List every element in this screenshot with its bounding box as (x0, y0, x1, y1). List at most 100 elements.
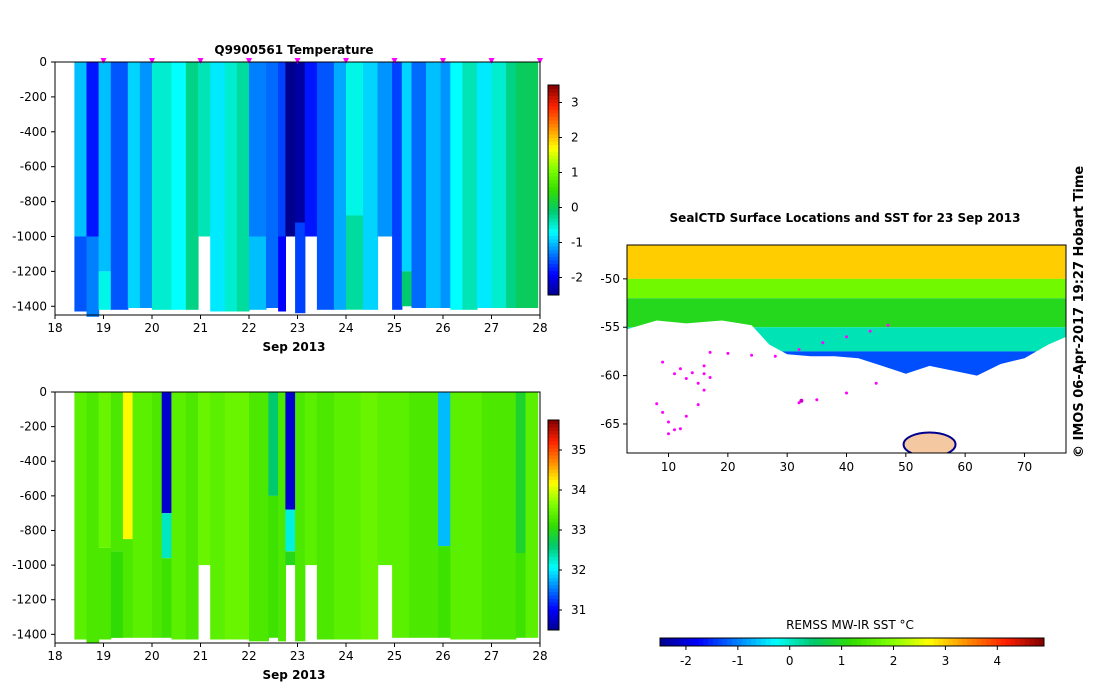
salinity-colorbar-step-5 (548, 609, 559, 613)
salinity-colorbar-step-59 (548, 420, 559, 424)
temperature-xtick-label-6: 24 (338, 321, 353, 335)
temperature-colorbar-step-14 (548, 242, 559, 247)
salinity-ytick-label-5: -1000 (12, 558, 47, 572)
salinity-colorbar-tick-label-0: 35 (571, 443, 586, 457)
map-colorbar-tick-label-3: 1 (838, 654, 846, 668)
salinity-colorbar-step-56 (548, 430, 559, 435)
temperature-xtick-label-3: 21 (193, 321, 208, 335)
map-colorbar-step-44 (871, 638, 877, 646)
salinity-colorbar-step-42 (548, 479, 559, 484)
temperature-colorbar-step-17 (548, 232, 559, 236)
seal-track-point-6 (684, 414, 688, 418)
map-colorbar-tick-label-1: -1 (732, 654, 744, 668)
map-colorbar-step-31 (808, 638, 815, 646)
map-xtick-label-2: 30 (780, 460, 795, 474)
salinity-colorbar-step-29 (548, 525, 559, 529)
temperature-colorbar-step-39 (548, 155, 559, 159)
temperature-profile-11-seg-0 (224, 62, 238, 312)
salinity-profile-12-seg-0 (224, 392, 250, 640)
temperature-colorbar-step-34 (548, 172, 559, 177)
temperature-colorbar-step-11 (548, 253, 559, 257)
map-xtick-label-5: 60 (958, 460, 973, 474)
seal-track-point-18 (708, 350, 712, 354)
map-colorbar-step-46 (880, 638, 887, 646)
map-colorbar-step-10 (708, 638, 714, 646)
salinity-colorbar-step-34 (548, 507, 559, 512)
map-colorbar-step-28 (794, 638, 800, 646)
salinity-colorbar-step-19 (548, 560, 559, 564)
salinity-profile-17-seg-0 (295, 392, 306, 642)
salinity-axes: 18 19 20 21 22 23 24 25 26 27 28 0 -200 -400 -600 -800 -… (12, 385, 548, 663)
map-colorbar-step-0 (660, 638, 666, 646)
map-colorbar-label: REMSS MW-IR SST °C (786, 618, 914, 632)
salinity-profile-4-seg-0 (122, 392, 134, 540)
temperature-colorbar-step-6 (548, 270, 559, 275)
map-colorbar-step-34 (823, 638, 829, 646)
temperature-xtick-label-10: 28 (532, 321, 547, 335)
map-colorbar-step-73 (1010, 638, 1016, 646)
temperature-colorbar-step-51 (548, 113, 559, 117)
map-xtick-label-0: 10 (661, 460, 676, 474)
temperature-profile-31-seg-0 (476, 62, 493, 308)
salinity-colorbar-step-27 (548, 532, 559, 536)
temperature-profile-1-seg-0 (86, 62, 100, 237)
map-colorbar-step-51 (904, 638, 911, 646)
temperature-ytick-label-2: -400 (20, 125, 47, 139)
salinity-profile-16-seg-1 (285, 509, 296, 552)
temperature-profile-33-seg-0 (506, 62, 517, 308)
map-colorbar-tick-label-0: -2 (680, 654, 692, 668)
map-colorbar-step-50 (900, 638, 906, 646)
temperature-colorbar-step-29 (548, 190, 559, 194)
salinity-colorbar-step-47 (548, 462, 559, 466)
salinity-ytick-label-6: -1200 (12, 593, 47, 607)
temperature-ytick-label-0: 0 (39, 55, 47, 69)
temperature-profile-21-seg-1 (346, 215, 364, 310)
temperature-profile-marker-3 (246, 58, 252, 64)
temperature-colorbar: 3 2 1 0 -1 -2 (547, 84, 583, 296)
temperature-colorbar-step-21 (548, 218, 559, 222)
salinity-colorbar-step-41 (548, 483, 559, 487)
map-colorbar-step-42 (861, 638, 867, 646)
temperature-profile-marker-5 (343, 58, 349, 64)
salinity-profile-7-seg-1 (161, 513, 172, 559)
map-colorbar-step-22 (765, 638, 771, 646)
temperature-profile-marker-2 (197, 58, 204, 64)
temperature-colorbar-step-49 (548, 120, 559, 124)
temperature-profile-16-seg-0 (285, 62, 296, 237)
temperature-profile-9-seg-0 (198, 62, 211, 237)
temperature-profile-marker-4 (294, 58, 301, 64)
temperature-colorbar-step-27 (548, 197, 559, 201)
salinity-xtick-label-10: 28 (532, 649, 547, 663)
temperature-xtick-label-0: 18 (47, 321, 62, 335)
salinity-colorbar-step-25 (548, 539, 559, 543)
temperature-colorbar-step-15 (548, 239, 559, 243)
seal-track-point-1 (661, 410, 665, 414)
map-colorbar-step-37 (837, 638, 843, 646)
temperature-profile-3-seg-0 (110, 62, 129, 310)
map-colorbar-step-24 (775, 638, 781, 646)
salinity-colorbar-step-43 (548, 476, 559, 480)
temperature-profile-marker-1 (149, 58, 155, 64)
temperature-colorbar-step-53 (548, 106, 559, 110)
temperature-colorbar-step-16 (548, 235, 559, 240)
salinity-colorbar-step-40 (548, 486, 559, 491)
salinity-colorbar-step-10 (548, 591, 559, 596)
salinity-profile-11-seg-0 (210, 392, 226, 640)
map-colorbar-step-19 (751, 638, 757, 646)
salinity-colorbar-step-20 (548, 556, 559, 561)
salinity-xtick-label-0: 18 (47, 649, 62, 663)
salinity-profile-6-seg-0 (152, 392, 163, 638)
seal-track-point-20 (750, 353, 754, 357)
map-colorbar-step-60 (948, 638, 954, 646)
seal-track-point-8 (702, 388, 706, 392)
map-colorbar-step-65 (972, 638, 978, 646)
map-colorbar-step-36 (832, 638, 839, 646)
map-colorbar-step-43 (866, 638, 872, 646)
seal-track-point-17 (702, 364, 706, 368)
map-content (627, 245, 1066, 453)
temperature-profile-22-seg-0 (363, 62, 379, 310)
map-colorbar-step-52 (909, 638, 915, 646)
temperature-ytick-label-6: -1200 (12, 264, 47, 278)
temperature-colorbar-step-0 (548, 291, 559, 296)
